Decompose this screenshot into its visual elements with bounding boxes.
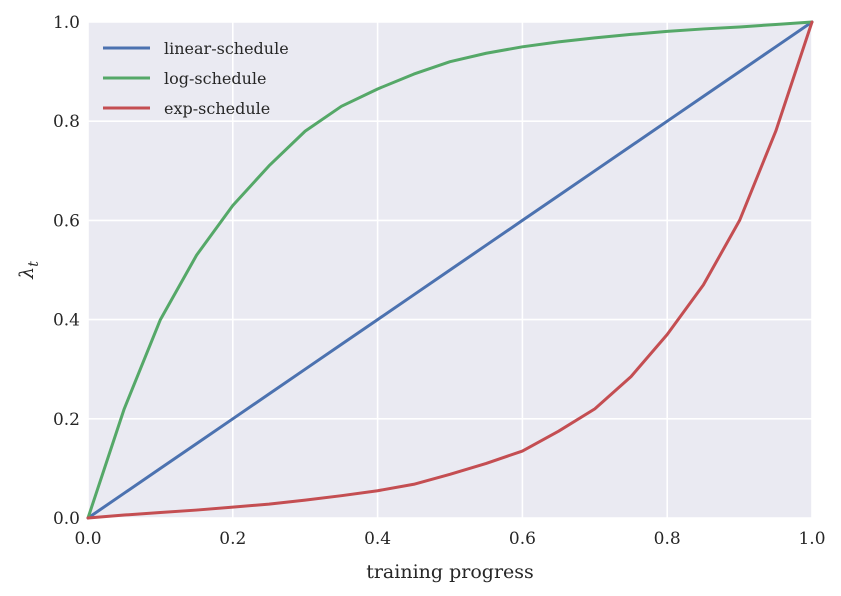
legend: linear-schedule log-schedule exp-schedule <box>103 39 289 118</box>
legend-label-log-schedule: log-schedule <box>164 69 266 88</box>
tick-labels: 0.0 0.2 0.4 0.6 0.8 1.0 0.0 0.2 0.4 0.6 0.8 1.0 <box>53 13 826 549</box>
y-tick-label: 0.6 <box>53 211 80 231</box>
x-tick-label: 0.8 <box>654 529 681 549</box>
y-axis-label-main: λ <box>16 267 38 280</box>
series-line-exp-schedule <box>86 20 814 520</box>
series-line-log-schedule <box>86 20 814 520</box>
grid-lines <box>87 21 813 519</box>
x-axis-label: training progress <box>366 561 534 583</box>
legend-label-exp-schedule: exp-schedule <box>164 99 270 118</box>
x-tick-label: 0.6 <box>509 529 536 549</box>
y-tick-label: 0.8 <box>53 112 80 132</box>
x-tick-label: 0.4 <box>364 529 391 549</box>
x-tick-label: 0.0 <box>74 529 101 549</box>
y-tick-label: 1.0 <box>53 13 80 33</box>
x-tick-label: 1.0 <box>798 529 825 549</box>
y-tick-label: 0.0 <box>53 509 80 529</box>
legend-label-linear-schedule: linear-schedule <box>164 39 289 58</box>
series-line-linear-schedule <box>86 20 814 520</box>
y-axis-label: λt <box>16 261 42 280</box>
x-tick-label: 0.2 <box>219 529 246 549</box>
y-axis-label-subscript: t <box>26 261 42 267</box>
y-tick-label: 0.2 <box>53 410 80 430</box>
series-lines <box>86 20 814 520</box>
y-tick-label: 0.4 <box>53 311 80 331</box>
